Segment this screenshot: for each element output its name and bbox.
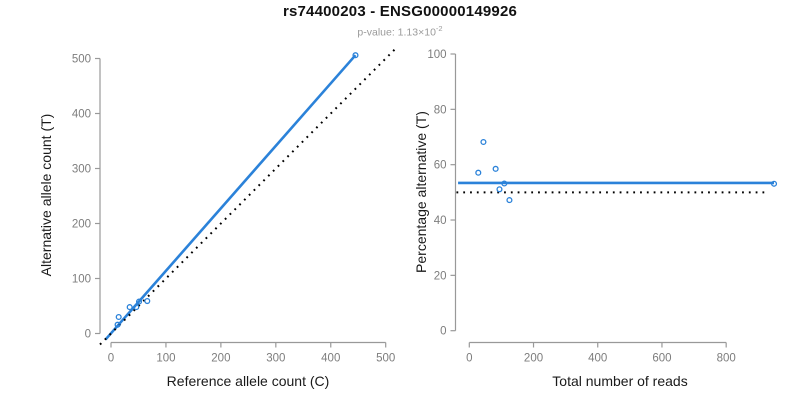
data-point [144,297,151,305]
pvalue-prefix: p-value: [357,26,398,39]
x-axis-label: Reference allele count (C) [167,373,330,389]
y-tick-label: 100 [72,274,91,286]
x-tick-label: 500 [376,353,395,365]
data-point [501,180,508,187]
data-point [115,313,122,321]
x-tick-label: 0 [108,353,114,365]
data-point [506,197,513,204]
y-tick-label: 100 [427,49,446,61]
x-tick-label: 100 [156,353,175,365]
x-tick-label: 600 [652,353,671,365]
data-point [475,169,482,176]
y-tick-label: 200 [72,219,91,231]
data-point [135,298,143,305]
y-tick-label: 300 [72,164,91,176]
allele-count-scatter: 0 100 200 300 400 500 0 100 200 300 400 500 Referenc… [38,46,398,389]
y-tick-label: 0 [440,326,446,338]
y-tick-label: 0 [85,329,91,341]
y-tick-label: 500 [72,54,91,66]
y-axis-label: Alternative allele count (T) [38,114,54,277]
data-point [126,304,133,311]
data-point [133,304,140,311]
figure-title: rs74400203 - ENSG00000149926 [282,3,518,20]
y-tick-label: 20 [434,270,447,282]
x-tick-label: 0 [466,353,472,365]
data-point [352,52,359,59]
x-tick-label: 800 [717,353,736,365]
data-point [492,165,499,172]
pvalue-mantissa: 1.13×10 [397,26,436,39]
y-axis-label: Percentage alternative (T) [413,111,429,273]
y-tick-label: 40 [434,215,447,227]
x-tick-label: 400 [588,353,607,365]
fit-line [104,54,357,341]
x-tick-label: 200 [211,353,230,365]
x-tick-label: 300 [266,353,285,365]
data-point [114,321,121,328]
percentage-reads-scatter: 0 20 40 60 80 100 0 200 400 600 800 Total number of… [413,49,778,389]
pvalue-exponent: -2 [435,24,443,33]
y-tick-label: 400 [72,109,91,121]
data-point [770,180,778,187]
figure-subtitle: p-value: 1.13×10-2 [0,24,800,39]
x-axis-label: Total number of reads [552,373,687,389]
data-point [496,186,503,193]
y-tick-label: 60 [434,160,447,172]
y-tick-label: 80 [434,104,447,116]
x-tick-label: 200 [524,353,543,365]
x-tick-label: 400 [321,353,340,365]
data-point [480,138,487,146]
